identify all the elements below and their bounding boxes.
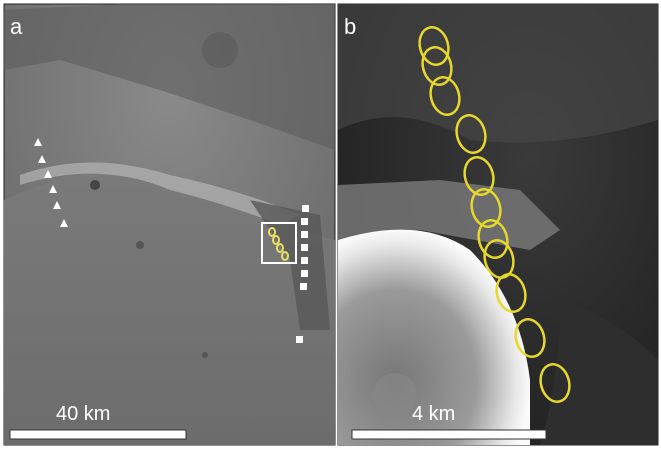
scale-label: 4 km	[412, 403, 455, 425]
panel-b: b 4 km	[337, 3, 659, 446]
panel-label: b	[344, 14, 356, 39]
panel-label: a	[10, 14, 23, 39]
scale-label: 40 km	[56, 403, 110, 425]
panel-a: a 40 km	[3, 3, 336, 446]
